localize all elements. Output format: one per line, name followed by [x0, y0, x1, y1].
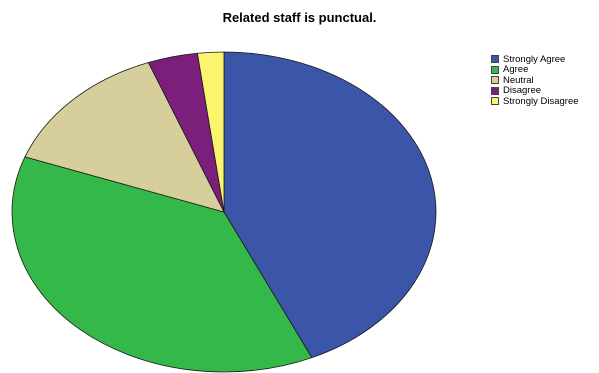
legend-item-agree: Agree	[491, 64, 579, 76]
legend-swatch-strongly-disagree	[491, 97, 499, 106]
legend-item-neutral: Neutral	[491, 75, 579, 86]
legend-swatch-neutral	[491, 76, 499, 85]
legend-swatch-strongly-agree	[491, 55, 499, 64]
pie-slice-agree	[11, 156, 313, 373]
legend-swatch-disagree	[491, 86, 499, 95]
chart-title: Related staff is punctual.	[222, 10, 377, 25]
pie-slice-strongly-agree	[223, 51, 437, 359]
legend-item-strongly-disagree: Strongly Disagree	[491, 96, 579, 107]
pie-slice-neutral	[24, 62, 225, 213]
legend-label-neutral: Neutral	[503, 74, 534, 86]
pie-slice-strongly-disagree	[197, 51, 225, 213]
legend-label-strongly-disagree: Strongly Disagree	[503, 95, 579, 107]
legend-label-agree: Agree	[503, 64, 529, 76]
legend-label-strongly-agree: Strongly Agree	[503, 53, 566, 65]
legend-swatch-agree	[491, 65, 499, 74]
legend-item-strongly-agree: Strongly Agree	[491, 54, 579, 65]
legend-item-disagree: Disagree	[491, 85, 579, 97]
legend: Strongly Agree Agree Neutral Disagree Strong…	[491, 54, 579, 107]
legend-label-disagree: Disagree	[503, 85, 542, 97]
